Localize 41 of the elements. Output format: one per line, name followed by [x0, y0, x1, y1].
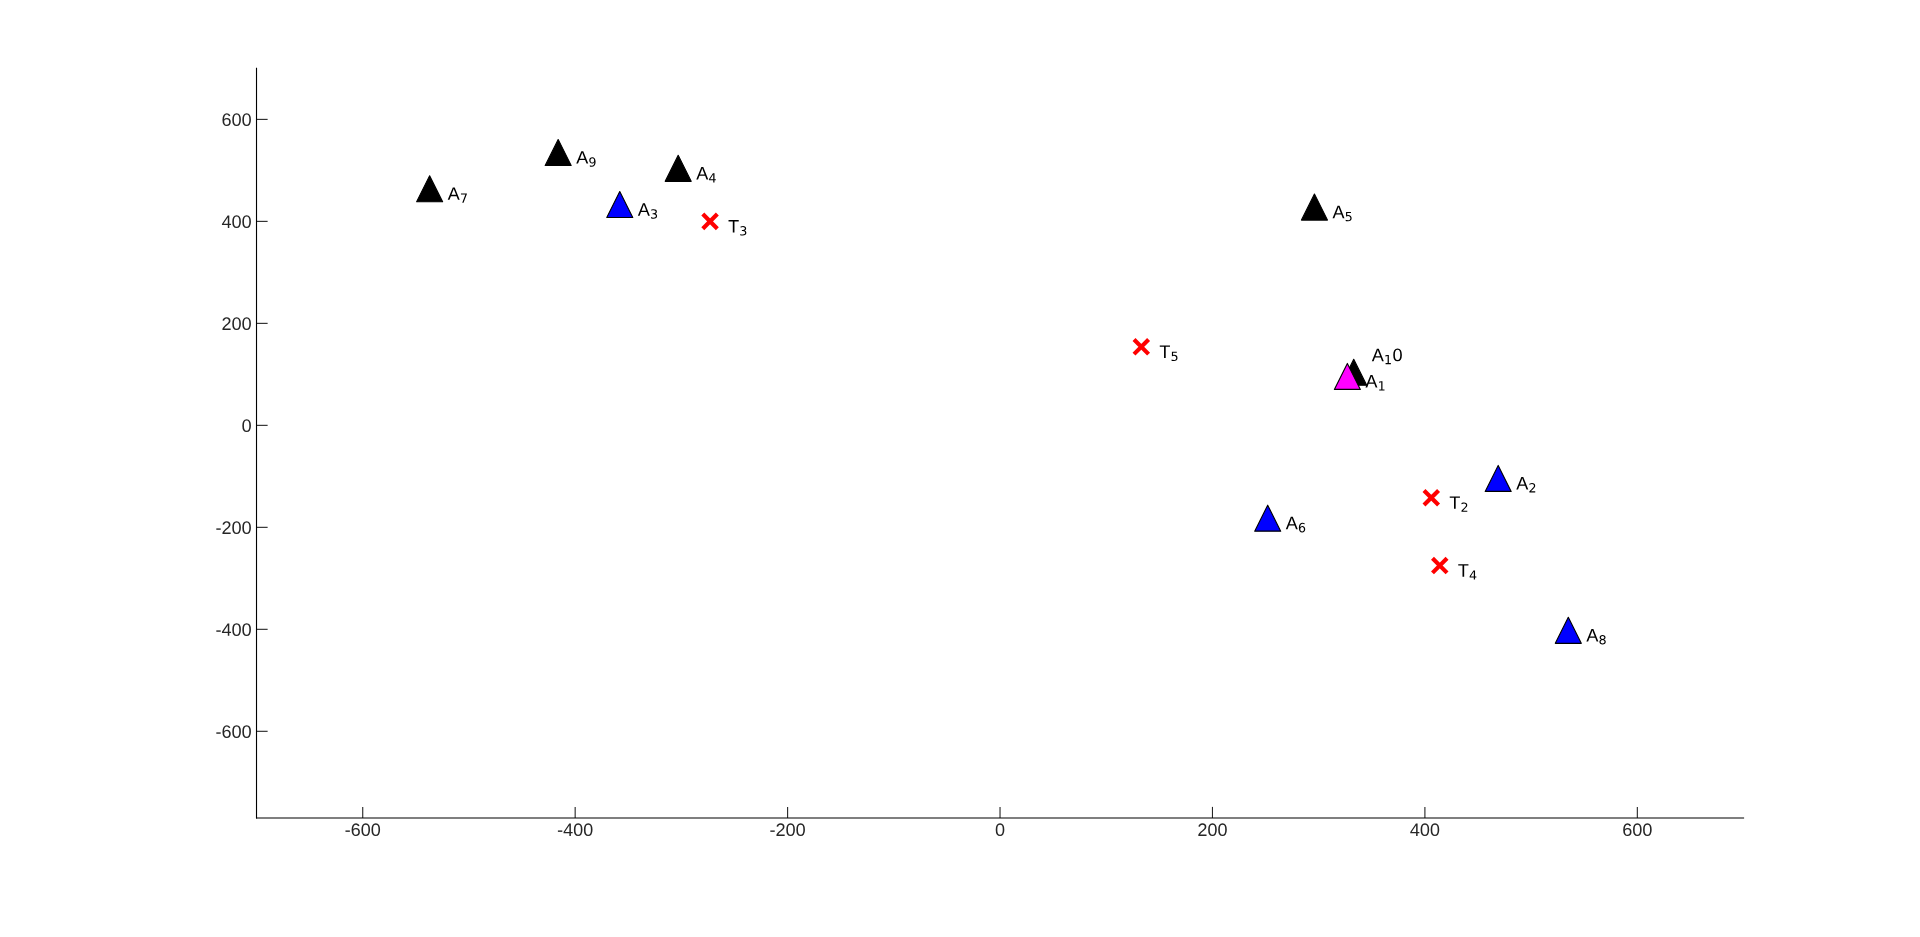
- annotation: A$_{2}$: [1516, 477, 1536, 493]
- x-tick-label: 0: [995, 823, 1005, 837]
- annotation: T$_{3}$: [728, 220, 747, 236]
- point: [1300, 193, 1328, 221]
- y-tick-label: 0: [242, 419, 251, 433]
- point: [1333, 362, 1361, 390]
- point: [416, 175, 444, 203]
- annotation: A$_{8}$: [1586, 629, 1606, 645]
- point: [1554, 616, 1582, 644]
- x-tick-label: -600: [345, 823, 381, 837]
- x-tick-label: 200: [1198, 823, 1227, 837]
- point: [606, 191, 634, 219]
- annotation: T$_{2}$: [1449, 496, 1468, 512]
- point: [1484, 464, 1512, 492]
- point: [664, 154, 692, 182]
- annotation: A$_{5}$: [1332, 205, 1352, 222]
- annotation: A$_{4}$: [696, 167, 716, 183]
- y-tick-label: 400: [221, 215, 251, 229]
- y-tick-label: -600: [216, 725, 251, 739]
- annotation: A$_{1}$0: [1371, 348, 1402, 365]
- annotation: A$_{7}$: [447, 187, 467, 203]
- y-tick-label: 200: [222, 317, 251, 331]
- x-tick-label: 600: [1623, 823, 1652, 837]
- point: [1131, 337, 1151, 357]
- x-tick-label: 400: [1410, 823, 1440, 837]
- point: [700, 212, 720, 231]
- y-tick-label: -200: [216, 521, 251, 535]
- point: [1254, 504, 1282, 532]
- annotation: A$_{3}$: [637, 203, 658, 219]
- annotation: T$_{4}$: [1458, 564, 1477, 580]
- point: [1430, 556, 1450, 575]
- x-tick-label: -200: [770, 823, 805, 837]
- point: [1421, 488, 1441, 508]
- y-tick-label: -400: [216, 623, 251, 637]
- x-tick-label: -400: [557, 823, 593, 837]
- point: [544, 138, 572, 167]
- annotation: T$_{5}$: [1159, 345, 1178, 362]
- annotation: A$_{9}$: [576, 151, 596, 167]
- y-tick-label: 600: [222, 113, 251, 127]
- annotation: A$_{6}$: [1285, 516, 1306, 533]
- annotation: A$_{1}$: [1365, 375, 1385, 391]
